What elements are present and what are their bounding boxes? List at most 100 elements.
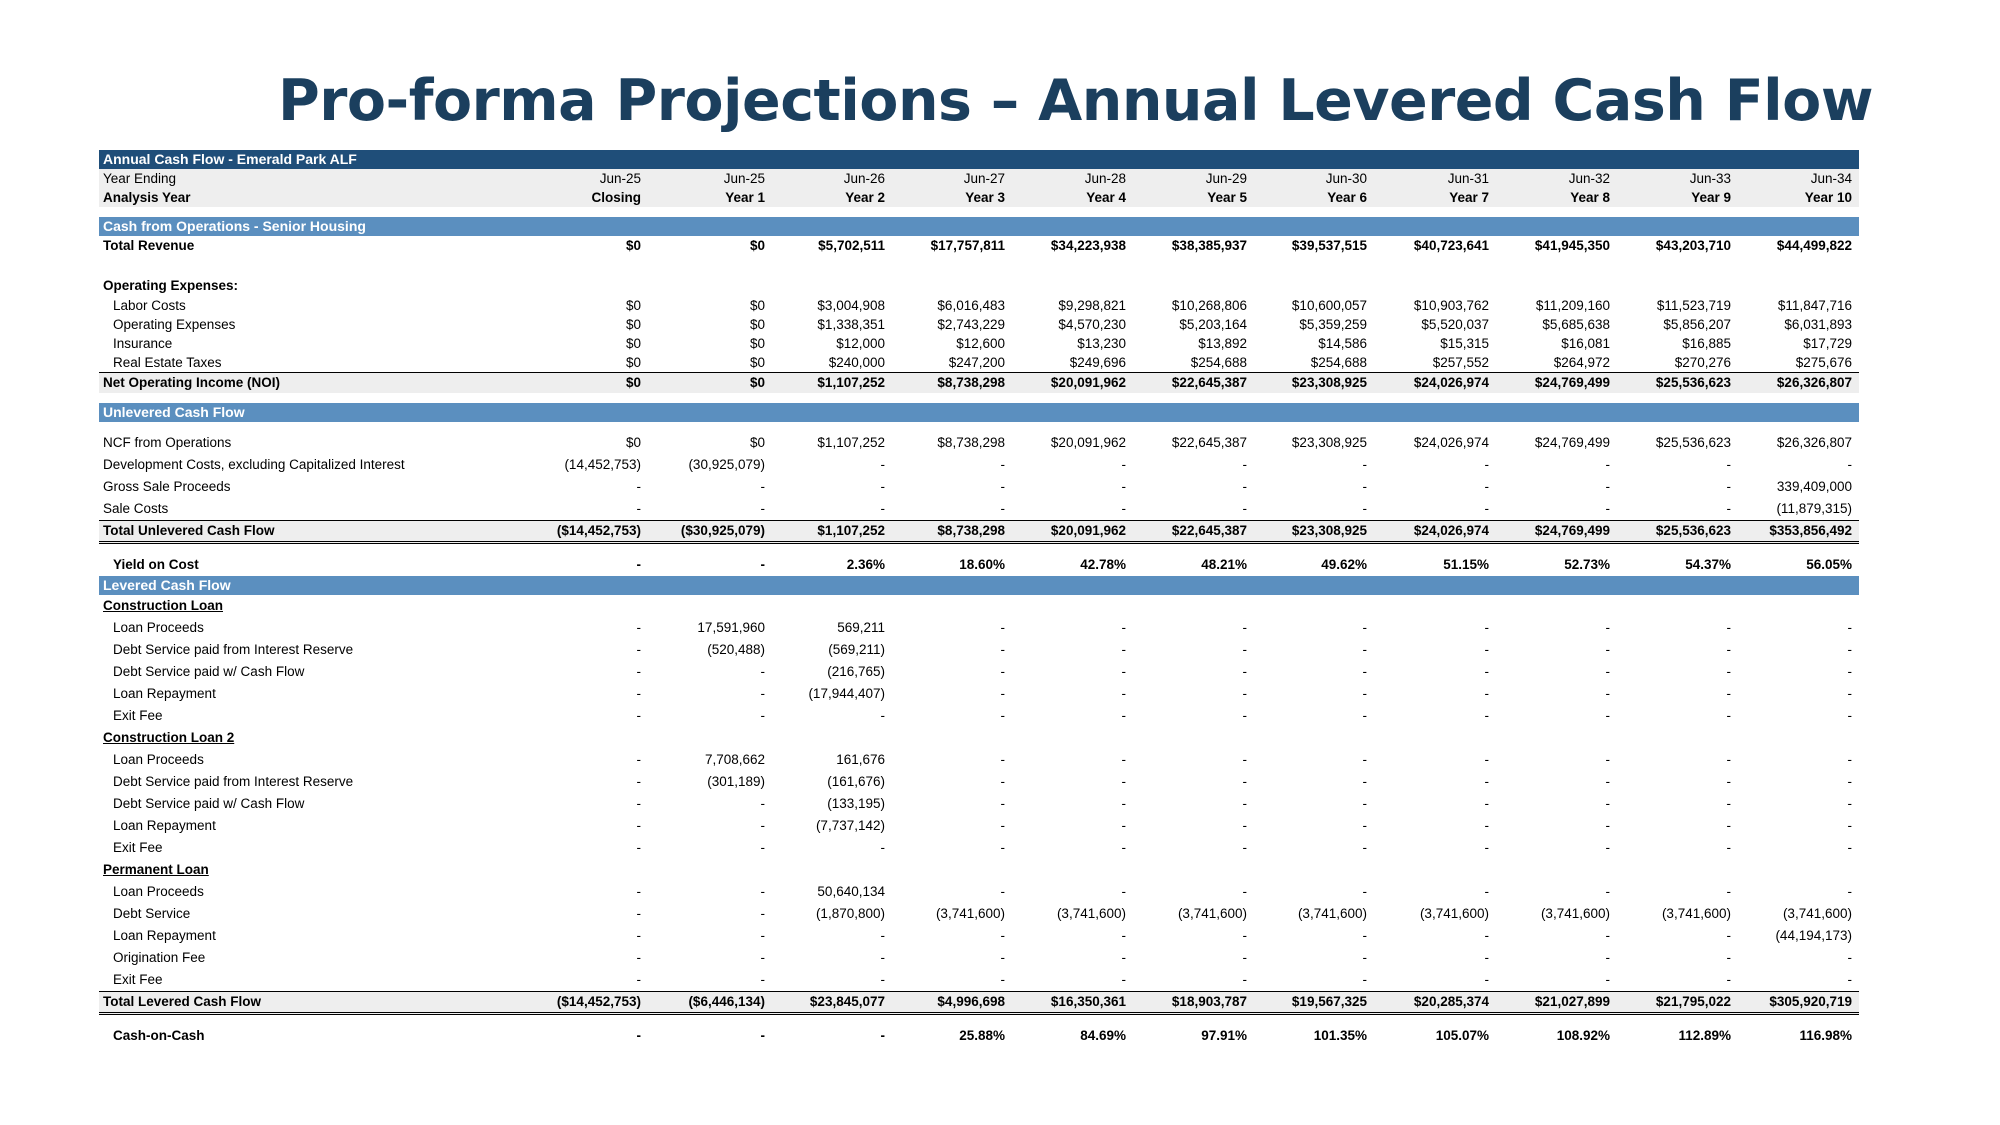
row-label: Insurance: [113, 336, 173, 351]
table-cell: $0: [749, 375, 765, 390]
table-cell: -: [760, 479, 766, 494]
table-cell: $8,738,298: [937, 375, 1005, 390]
table-cell: -: [880, 928, 886, 943]
table-cell: (17,944,407): [808, 686, 885, 701]
table-cell: -: [1605, 818, 1611, 833]
table-cell: -: [1605, 457, 1611, 472]
table-cell: -: [1726, 840, 1732, 855]
row-label: Development Costs, excluding Capitalized…: [103, 457, 405, 472]
table-cell: 112.89%: [1678, 1028, 1731, 1043]
table-cell: $2,743,229: [937, 317, 1005, 332]
table-cell: -: [1121, 686, 1127, 701]
row-label: Loan Proceeds: [113, 752, 204, 767]
table-cell: 52.73%: [1564, 557, 1610, 572]
row-label: Debt Service: [113, 906, 191, 921]
table-cell: -: [1121, 972, 1127, 987]
table-cell: $9,298,821: [1058, 298, 1126, 313]
table-cell: (3,741,600): [1056, 906, 1126, 921]
table-cell: $0: [625, 375, 641, 390]
table-cell: Year 1: [725, 190, 765, 205]
table-cell: $249,696: [1069, 355, 1126, 370]
table-cell: Closing: [591, 190, 642, 205]
opex-row: Operating Expenses $0 $0 $1,338,351 $2,743,2…: [99, 315, 1859, 334]
table-cell: (216,765): [827, 664, 885, 679]
table-cell: $5,856,207: [1663, 317, 1731, 332]
table-cell: -: [1000, 972, 1006, 987]
loan-row: Debt Service paid w/ Cash Flow - - (133,195…: [99, 793, 1859, 815]
table-cell: -: [1605, 884, 1611, 899]
table-cell: $5,203,164: [1179, 317, 1247, 332]
table-cell: -: [1362, 479, 1368, 494]
table-cell: (569,211): [828, 642, 885, 657]
table-cell: $13,892: [1198, 336, 1247, 351]
row-label: Debt Service paid from Interest Reserve: [113, 642, 354, 657]
table-cell: -: [1847, 457, 1853, 472]
table-cell: -: [1362, 642, 1368, 657]
opex-row: Insurance $0 $0 $12,000 $12,600 $13,230 $13,89…: [99, 334, 1859, 353]
table-cell: ($6,446,134): [688, 994, 765, 1009]
table-cell: -: [1726, 972, 1732, 987]
spacer: [99, 207, 1859, 217]
table-cell: $8,738,298: [937, 435, 1005, 450]
table-cell: -: [880, 1028, 886, 1043]
table-cell: 97.91%: [1201, 1028, 1247, 1043]
table-cell: -: [1726, 796, 1732, 811]
table-cell: -: [1605, 664, 1611, 679]
row-label: Year Ending: [103, 171, 177, 186]
row-label: Debt Service paid w/ Cash Flow: [113, 796, 305, 811]
row-label: Loan Proceeds: [113, 620, 204, 635]
row-label: Loan Proceeds: [113, 884, 204, 899]
table-cell: -: [1242, 884, 1248, 899]
table-cell: -: [1242, 972, 1248, 987]
table-cell: -: [1484, 479, 1490, 494]
table-cell: -: [1000, 884, 1006, 899]
table-cell: -: [1484, 620, 1490, 635]
table-cell: $264,972: [1553, 355, 1610, 370]
table-cell: -: [1362, 774, 1368, 789]
table-cell: 2.36%: [846, 557, 885, 572]
row-label: Total Unlevered Cash Flow: [103, 523, 275, 538]
table-cell: 51.15%: [1443, 557, 1489, 572]
table-cell: -: [1726, 620, 1732, 635]
table-cell: $24,026,974: [1413, 375, 1489, 390]
table-cell: $16,350,361: [1050, 994, 1126, 1009]
table-cell: $11,847,716: [1777, 298, 1852, 313]
table-cell: 105.07%: [1435, 1028, 1489, 1043]
table-cell: $22,645,387: [1171, 375, 1247, 390]
table-cell: -: [636, 884, 642, 899]
table-cell: 339,409,000: [1776, 479, 1852, 494]
table-cell: -: [1242, 642, 1248, 657]
table-cell: $0: [625, 336, 641, 351]
loan-row: Debt Service paid w/ Cash Flow - - (216,765…: [99, 661, 1859, 683]
table-cell: $38,385,937: [1171, 238, 1247, 253]
table-cell: -: [880, 708, 886, 723]
table-cell: (7,737,142): [815, 818, 885, 833]
loan-row: Debt Service paid from Interest Reserve -…: [99, 771, 1859, 793]
table-cell: (44,194,173): [1775, 928, 1852, 943]
table-cell: -: [1362, 457, 1368, 472]
table-cell: -: [760, 906, 766, 921]
loan-row: Origination Fee - - - - - - - - - - -: [99, 947, 1859, 969]
spacer: [99, 393, 1859, 403]
table-cell: -: [1484, 664, 1490, 679]
table-cell: -: [1847, 664, 1853, 679]
table-cell: Year 6: [1327, 190, 1367, 205]
table-cell: -: [1242, 928, 1248, 943]
table-cell: (1,870,800): [815, 906, 885, 921]
table-cell: 25.88%: [959, 1028, 1005, 1043]
table-cell: -: [760, 1028, 766, 1043]
loan-row: Loan Proceeds - 7,708,662 161,676 - - - - - - - -: [99, 749, 1859, 771]
table-cell: -: [1847, 840, 1853, 855]
table-cell: $23,845,077: [809, 994, 885, 1009]
table-cell: -: [1000, 796, 1006, 811]
table-cell: $13,230: [1077, 336, 1126, 351]
table-cell: $25,536,623: [1655, 435, 1731, 450]
table-cell: $1,107,252: [817, 375, 885, 390]
table-cell: -: [1605, 840, 1611, 855]
table-cell: $26,326,807: [1776, 435, 1852, 450]
row-label: Loan Repayment: [113, 686, 216, 701]
table-cell: -: [1362, 884, 1368, 899]
row-label: NCF from Operations: [103, 435, 232, 450]
table-cell: $40,723,641: [1413, 238, 1489, 253]
table-cell: $353,856,492: [1769, 523, 1852, 538]
